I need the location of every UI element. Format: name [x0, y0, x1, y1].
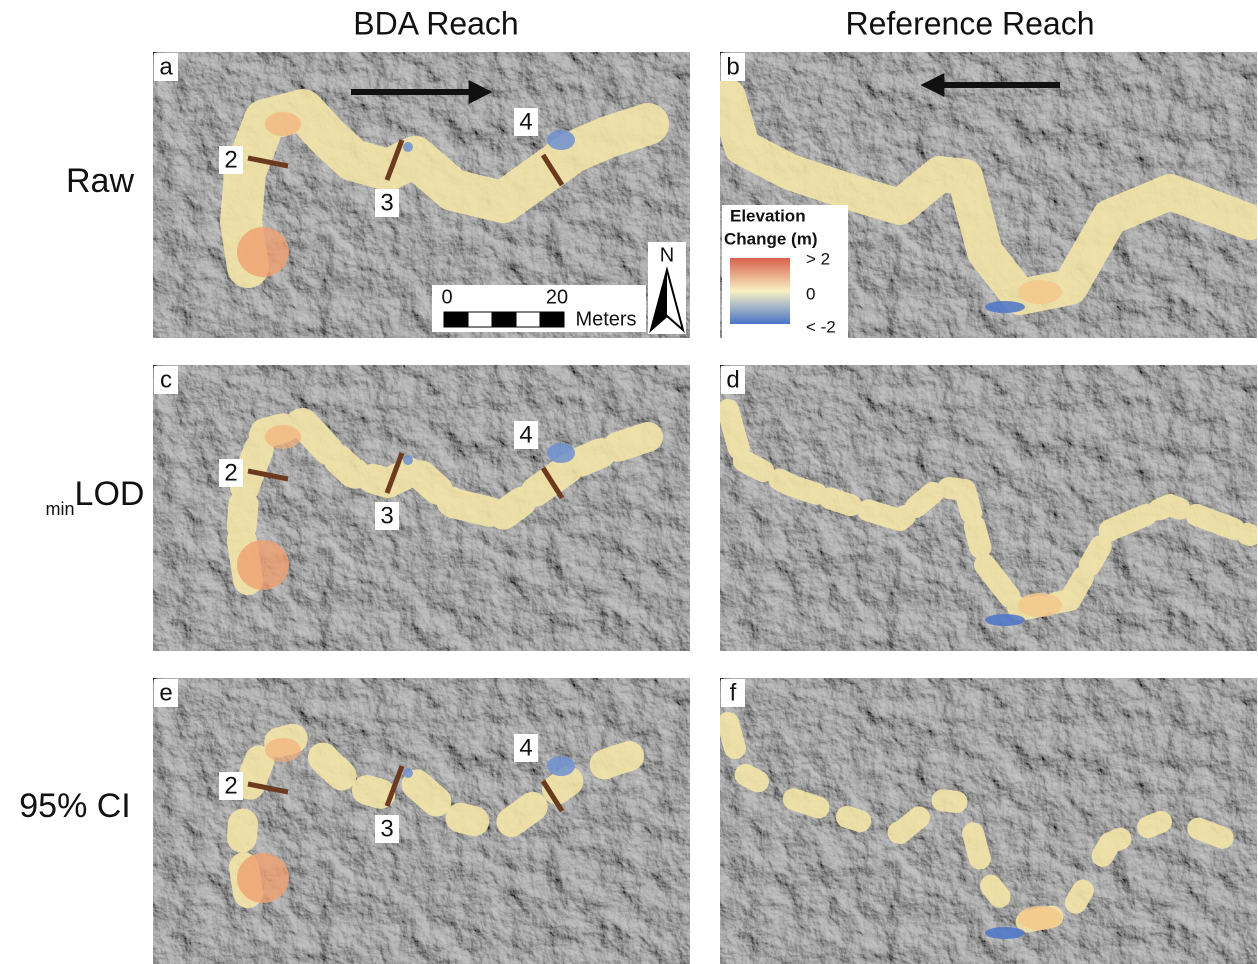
map-panel: b Elevation Change (m)> 2 0 < -2: [720, 52, 1257, 338]
erosion: [547, 756, 575, 776]
legend-title: Elevation: [730, 206, 806, 225]
deposition: [237, 540, 289, 590]
panel-letter: b: [726, 53, 739, 80]
cross-section-label: 2: [224, 146, 237, 173]
deposition: [265, 425, 301, 449]
figure: BDA Reach Reference Reach Raw minLOD 95%…: [0, 0, 1258, 964]
legend-label: 0: [806, 284, 815, 303]
panel-letter: d: [726, 366, 739, 393]
deposition: [265, 112, 301, 136]
column-title: Reference Reach: [845, 5, 1094, 41]
erosion: [547, 130, 575, 150]
cross-section-label: 4: [519, 734, 532, 761]
map-panel: f: [720, 678, 1257, 964]
erosion: [985, 927, 1025, 939]
scale-bar-unit: Meters: [575, 308, 636, 330]
scale-bar-segment: [492, 312, 516, 327]
cross-section-label: 4: [519, 421, 532, 448]
hillshade-texture: [720, 678, 1257, 964]
deposition: [237, 227, 289, 277]
deposition: [1018, 280, 1062, 304]
cross-section-label: 2: [224, 772, 237, 799]
north-label: N: [660, 244, 674, 266]
erosion: [403, 768, 413, 778]
panel-letter: a: [159, 53, 173, 80]
scale-bar-tick: 20: [546, 286, 568, 308]
legend-label: < -2: [806, 317, 836, 336]
hillshade-group: [153, 678, 690, 964]
scale-bar-tick: 0: [441, 286, 452, 308]
erosion: [985, 614, 1025, 626]
row-label: 95% CI: [19, 787, 131, 825]
deposition: [265, 738, 301, 762]
row-label: minLOD: [46, 475, 145, 519]
hillshade-group: [153, 365, 690, 651]
panel-letter: e: [159, 679, 172, 706]
cross-section-label: 2: [224, 459, 237, 486]
erosion: [403, 455, 413, 465]
deposition: [1018, 593, 1062, 617]
cross-section-label: 3: [380, 502, 393, 529]
legend-label: > 2: [806, 249, 830, 268]
deposition: [1018, 906, 1062, 930]
row-label-main: LOD: [75, 475, 145, 513]
panel-letter: f: [730, 679, 737, 706]
map-panel: d: [720, 365, 1257, 651]
cross-section-label: 4: [519, 108, 532, 135]
legend-ramp: [730, 258, 790, 324]
hillshade-group: [720, 365, 1257, 651]
legend-title: Change (m): [724, 229, 818, 248]
map-panel: e 2 3 4: [153, 678, 690, 964]
scale-bar-segment: [444, 312, 468, 327]
map-panel: c 2 3 4: [153, 365, 690, 651]
map-panel: a 2 3 4 0 20 Meters N: [153, 52, 690, 338]
cross-section-label: 3: [380, 189, 393, 216]
panel-letter: c: [160, 366, 172, 393]
column-title: BDA Reach: [353, 5, 518, 41]
erosion: [985, 301, 1025, 313]
cross-section-label: 3: [380, 815, 393, 842]
row-label-sub: min: [46, 499, 75, 519]
scale-bar-segment: [540, 312, 564, 327]
erosion: [547, 443, 575, 463]
scale-bar-segment: [516, 312, 540, 327]
deposition: [237, 853, 289, 903]
row-label: Raw: [66, 162, 134, 200]
scale-bar-segment: [468, 312, 492, 327]
erosion: [403, 142, 413, 152]
hillshade-group: [720, 678, 1257, 964]
